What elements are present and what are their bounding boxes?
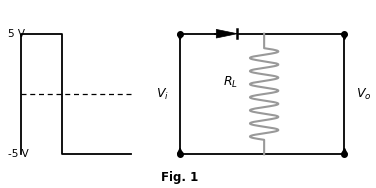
Polygon shape	[216, 29, 237, 38]
Text: -5 V: -5 V	[8, 149, 29, 159]
Text: $V_i$: $V_i$	[156, 86, 169, 102]
Text: $V_o$: $V_o$	[356, 86, 371, 102]
Text: 5 V: 5 V	[8, 29, 25, 39]
Text: $R_L$: $R_L$	[223, 75, 238, 90]
Text: Fig. 1: Fig. 1	[161, 171, 199, 184]
